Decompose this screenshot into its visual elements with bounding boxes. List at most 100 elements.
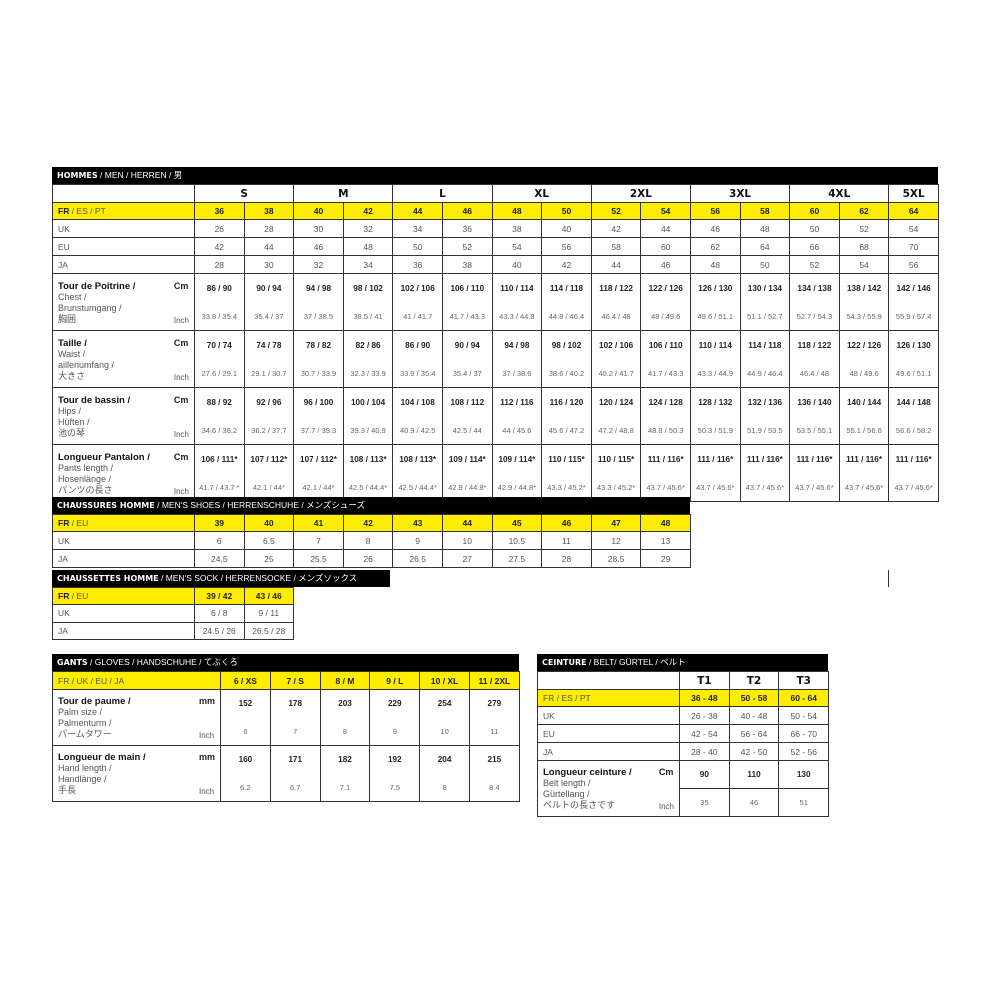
inch-value: 51.9 / 53.5 bbox=[739, 416, 791, 445]
metric-value: 110 / 115* bbox=[590, 444, 642, 473]
title-rest: / MEN'S SHOES / HERRENSCHUHE / メンズシューズ bbox=[154, 500, 365, 510]
size-value: 42 - 54 bbox=[679, 724, 730, 743]
size-label: M bbox=[293, 184, 394, 203]
metric-value: 152 bbox=[220, 689, 271, 718]
fr-size-value: 52 bbox=[590, 202, 642, 220]
size-value: 12 bbox=[590, 531, 642, 550]
unit-label: Cm bbox=[658, 767, 674, 777]
inch-value: 36.2 / 37.7 bbox=[243, 416, 295, 445]
fr-size-value: 44 bbox=[441, 514, 493, 532]
row-label: JA bbox=[52, 255, 195, 274]
inch-value: 46 bbox=[728, 788, 780, 817]
metric-value: 106 / 110 bbox=[441, 273, 493, 302]
measurement-row: Tour de Poitrine / Chest / Brunstumgang / 胸… bbox=[52, 273, 939, 331]
measurement-label: Tour de bassin / Hips / Hüften / 池の琴 Cm Inch bbox=[52, 387, 195, 445]
inch-value: 27.6 / 29.1 bbox=[194, 359, 245, 388]
measurement-names: Tour de paume / Palm size / Palmenturm / パー… bbox=[58, 696, 131, 740]
fr-size-value: 39 / 42 bbox=[194, 587, 245, 605]
metric-value: 126 / 130 bbox=[888, 330, 939, 359]
metric-value: 126 / 130 bbox=[689, 273, 741, 302]
size-value: 42 bbox=[194, 237, 245, 256]
size-value: 34 bbox=[392, 219, 443, 238]
metric-value: 110 / 115* bbox=[541, 444, 592, 473]
measurement-row: Tour de paume / Palm size / Palmenturm / パー… bbox=[52, 689, 520, 746]
measurement-name: Chest / bbox=[58, 291, 87, 302]
metric-value: 144 / 148 bbox=[888, 387, 939, 416]
fr-size-value: 48 bbox=[491, 202, 543, 220]
inch-value: 43.7 / 45.6* bbox=[789, 473, 840, 502]
fr-row-label: FR / EU bbox=[52, 514, 195, 532]
title-bold: CHAUSSURES HOMME bbox=[57, 501, 155, 510]
fr-size-value: 64 bbox=[888, 202, 939, 220]
inch-value: 54.3 / 55.9 bbox=[838, 302, 890, 331]
size-value: 52 - 56 bbox=[778, 742, 830, 761]
fr-row-label: FR / UK / EU / JA bbox=[52, 671, 221, 690]
measurement-label: Longueur ceinture / Belt length / Gürtella… bbox=[537, 760, 680, 817]
metric-value: 111 / 116* bbox=[789, 444, 840, 473]
size-value: 40 - 48 bbox=[728, 706, 780, 725]
size-value: 10.5 bbox=[491, 531, 543, 550]
inch-value: 6.2 bbox=[220, 773, 271, 802]
inch-value: 43.7 / 45.6* bbox=[739, 473, 791, 502]
metric-value: 114 / 118 bbox=[541, 273, 592, 302]
measurement-row: Longueur ceinture / Belt length / Gürtella… bbox=[537, 760, 830, 817]
size-value: 50 bbox=[789, 219, 840, 238]
measurement-row-inch: 34.6 / 36.2 36.2 / 37.7 37.7 / 39.3 39.3 / … bbox=[53, 416, 939, 445]
fr-size-value: 39 bbox=[194, 514, 245, 532]
inch-value: 41 / 41.7 bbox=[392, 302, 443, 331]
inch-value: 47.2 / 48.8 bbox=[590, 416, 642, 445]
inch-value: 7.1 bbox=[319, 773, 371, 802]
size-value: 42 bbox=[590, 219, 642, 238]
inch-value: 43.3 / 44.8 bbox=[491, 302, 543, 331]
measurement-name: Palmenturm / bbox=[58, 718, 112, 728]
measurement-label-box: Tour de paume / Palm size / Palmenturm / パー… bbox=[58, 692, 220, 743]
measurement-name: Brunstumgang / bbox=[58, 302, 122, 313]
inch-value: 10 bbox=[419, 717, 470, 746]
size-value: 6.5 bbox=[243, 531, 295, 550]
size-value: 26.5 bbox=[392, 549, 443, 568]
size-value: 70 bbox=[888, 237, 939, 256]
measurement-names: Longueur de main / Hand length / Handlänge… bbox=[58, 752, 146, 796]
unit-label: Inch bbox=[658, 802, 674, 811]
fr-size-value: 43 / 46 bbox=[243, 587, 294, 605]
metric-value: 86 / 90 bbox=[194, 273, 245, 302]
inch-value: 34.6 / 36.2 bbox=[194, 416, 245, 445]
inch-value: 40.9 / 42.5 bbox=[392, 416, 443, 445]
title-bold: CEINTURE bbox=[542, 658, 587, 667]
size-value: 48 bbox=[739, 219, 791, 238]
metric-value: 132 / 136 bbox=[739, 387, 791, 416]
measurement-names: Longueur ceinture / Belt length / Gürtella… bbox=[543, 767, 632, 811]
size-value: 54 bbox=[491, 237, 543, 256]
measurement-label-box: Longueur Pantalon / Pants length / Hosenlä… bbox=[58, 448, 194, 499]
inch-value: 39.3 / 40.9 bbox=[342, 416, 394, 445]
row-label: JA bbox=[537, 742, 680, 761]
size-value: 40 bbox=[541, 219, 592, 238]
measurement-label-box: Tour de Poitrine / Chest / Brunstumgang / 胸… bbox=[58, 277, 194, 328]
belt-size-table: CEINTURE / BELT/ GÜRTEL / ベルト T1 T2 T3 FR / … bbox=[537, 654, 830, 817]
measurement-name: aillenumfang / bbox=[58, 359, 115, 370]
size-label: 5XL bbox=[888, 184, 939, 203]
size-row-ja: JA 24.5 / 26 26.5 / 28 bbox=[52, 621, 294, 640]
inch-value: 44.9 / 46.4 bbox=[739, 359, 791, 388]
fr-size-value: 6 / XS bbox=[220, 671, 271, 690]
fr-label-bold: FR bbox=[58, 206, 70, 216]
size-value: 42 - 50 bbox=[728, 742, 780, 761]
inch-value: 55.9 / 57.4 bbox=[888, 302, 939, 331]
fr-size-row: FR / EU 39 40 41 42 43 44 45 46 47 48 bbox=[52, 514, 691, 532]
size-value: 10 bbox=[441, 531, 493, 550]
measurement-label: Taille / Waist / aillenumfang / 大きさ Cm Inch bbox=[52, 330, 195, 388]
metric-value: 111 / 116* bbox=[739, 444, 791, 473]
size-row-eu: EU 42 - 54 56 - 64 66 - 70 bbox=[537, 724, 830, 743]
size-value: 32 bbox=[342, 219, 394, 238]
metric-value: 122 / 126 bbox=[640, 273, 691, 302]
size-value: 52 bbox=[441, 237, 493, 256]
inch-value: 6.7 bbox=[269, 773, 321, 802]
measurement-name: Hüften / bbox=[58, 416, 90, 427]
men-size-table: HOMMES / MEN / HERREN / 男 S M L XL 2XL 3XL 4XL 5… bbox=[52, 167, 939, 502]
row-label: UK bbox=[52, 531, 195, 550]
fr-row-label: FR / EU bbox=[52, 587, 195, 605]
measurement-row: Taille / Waist / aillenumfang / 大きさ Cm Inch 70… bbox=[52, 330, 939, 388]
measurement-name: Palm size / bbox=[58, 707, 103, 717]
fr-size-row: FR / EU 39 / 42 43 / 46 bbox=[52, 587, 294, 605]
